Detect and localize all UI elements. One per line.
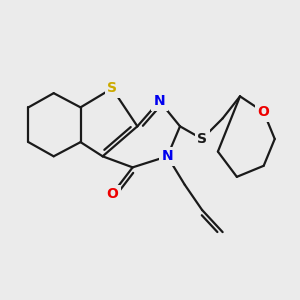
Text: O: O (106, 187, 118, 201)
Text: O: O (258, 105, 270, 119)
Text: S: S (107, 81, 117, 95)
Text: N: N (162, 149, 173, 163)
Text: N: N (154, 94, 165, 108)
Text: S: S (197, 132, 207, 146)
